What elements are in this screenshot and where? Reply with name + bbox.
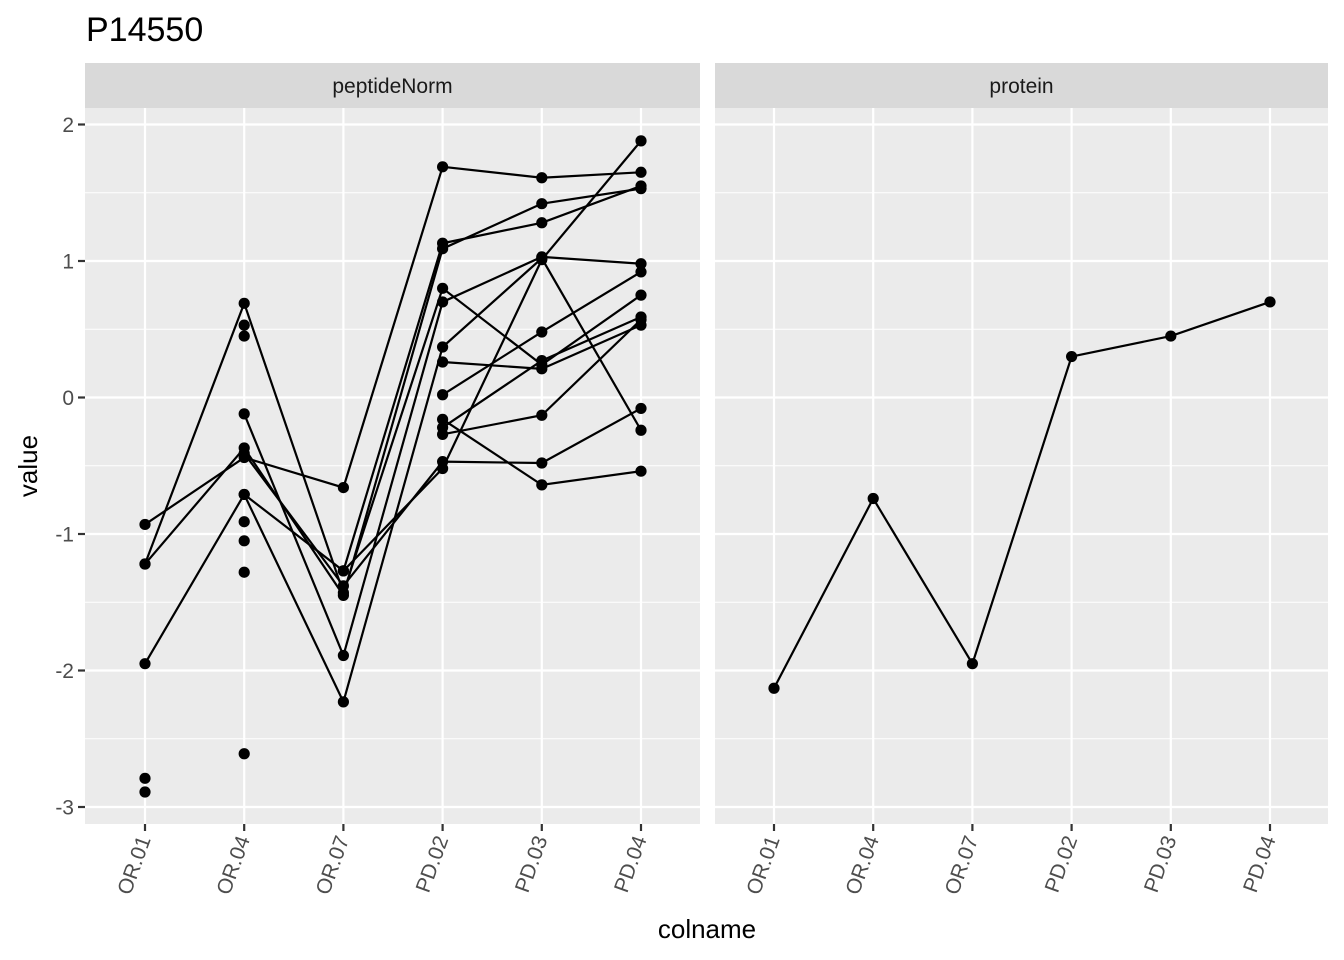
data-point bbox=[635, 166, 647, 178]
y-tick-label: 2 bbox=[62, 114, 74, 137]
panel-peptidenorm: peptideNorm OR.01 OR.04 OR.07 PD.02 PD.03 PD.… bbox=[85, 63, 700, 898]
y-tick-label: -1 bbox=[55, 524, 74, 547]
x-tick-label: PD.04 bbox=[1239, 833, 1281, 896]
x-tick-label: OR.07 bbox=[941, 833, 983, 898]
data-point bbox=[437, 462, 449, 475]
data-point bbox=[635, 289, 647, 301]
y-axis-title: value bbox=[13, 435, 43, 497]
data-point bbox=[238, 535, 250, 547]
data-point bbox=[337, 649, 349, 662]
x-tick-label: OR.04 bbox=[213, 833, 255, 898]
data-point bbox=[1066, 350, 1078, 363]
data-point bbox=[536, 198, 548, 210]
data-point bbox=[536, 479, 548, 491]
data-point bbox=[536, 363, 548, 375]
x-ticks-peptidenorm: OR.01 OR.04 OR.07 PD.02 PD.03 PD.04 bbox=[113, 824, 652, 898]
data-point bbox=[437, 296, 449, 308]
strip-label-protein: protein bbox=[989, 75, 1053, 98]
data-point bbox=[337, 580, 349, 592]
series-line bbox=[144, 184, 642, 665]
data-points-peptidenorm bbox=[139, 135, 647, 798]
data-point bbox=[238, 488, 250, 501]
data-point bbox=[139, 658, 151, 670]
data-point bbox=[437, 237, 449, 249]
y-axis: -3 -2 -1 0 1 2 bbox=[55, 114, 85, 820]
series-line bbox=[773, 300, 1271, 689]
strip-label-peptidenorm: peptideNorm bbox=[332, 75, 452, 98]
data-point bbox=[238, 319, 250, 331]
data-point bbox=[635, 424, 647, 436]
x-tick-label: PD.02 bbox=[1041, 833, 1083, 896]
data-point bbox=[437, 389, 449, 401]
y-tick-label: 1 bbox=[62, 251, 74, 274]
data-point bbox=[238, 566, 250, 578]
data-point bbox=[238, 516, 250, 528]
series-lines-protein bbox=[773, 300, 1271, 689]
data-point bbox=[238, 330, 250, 342]
x-tick-label: PD.04 bbox=[610, 833, 652, 896]
gridlines-peptidenorm bbox=[85, 108, 700, 824]
data-point bbox=[437, 282, 449, 294]
data-point bbox=[139, 558, 151, 570]
data-point bbox=[635, 465, 647, 477]
data-point bbox=[437, 161, 449, 173]
data-point bbox=[437, 421, 449, 434]
data-point bbox=[635, 258, 647, 270]
data-point bbox=[536, 217, 548, 229]
data-point bbox=[867, 492, 879, 505]
x-tick-label: OR.04 bbox=[842, 833, 884, 898]
data-point bbox=[238, 447, 250, 460]
y-tick-label: 0 bbox=[62, 387, 74, 410]
gridlines-protein bbox=[715, 108, 1328, 824]
data-point bbox=[635, 180, 647, 192]
data-point bbox=[139, 786, 151, 798]
data-point bbox=[635, 266, 647, 278]
x-tick-label: PD.02 bbox=[412, 833, 454, 896]
data-point bbox=[139, 518, 151, 531]
series-line bbox=[144, 165, 642, 526]
x-tick-label: PD.03 bbox=[1140, 833, 1182, 896]
chart-title: P14550 bbox=[86, 11, 203, 49]
x-tick-label: OR.01 bbox=[742, 833, 784, 898]
data-point bbox=[536, 355, 548, 367]
data-point bbox=[437, 413, 449, 425]
data-point bbox=[635, 311, 647, 323]
data-point bbox=[1264, 296, 1276, 308]
panel-protein: protein OR.01 OR.04 OR.07 PD.02 PD.03 PD.04 bbox=[715, 63, 1328, 898]
data-point bbox=[139, 772, 151, 784]
data-point bbox=[1165, 330, 1177, 342]
strip-bg-protein bbox=[715, 63, 1328, 108]
data-point bbox=[536, 326, 548, 338]
data-point bbox=[536, 409, 548, 421]
data-point bbox=[966, 658, 979, 670]
data-point bbox=[337, 589, 349, 602]
y-tick-label: -2 bbox=[55, 660, 74, 683]
x-axis-title: colname bbox=[658, 914, 756, 944]
data-point bbox=[337, 565, 349, 577]
data-point bbox=[536, 254, 548, 266]
data-point bbox=[337, 696, 349, 708]
data-point bbox=[238, 297, 250, 309]
data-point bbox=[437, 356, 449, 368]
series-line bbox=[144, 187, 642, 599]
data-point bbox=[536, 172, 548, 184]
data-point bbox=[635, 402, 647, 415]
data-points-protein bbox=[768, 296, 1276, 694]
data-point bbox=[768, 682, 780, 694]
x-ticks-protein: OR.01 OR.04 OR.07 PD.02 PD.03 PD.04 bbox=[742, 824, 1281, 898]
data-point bbox=[437, 341, 449, 353]
x-tick-label: OR.07 bbox=[312, 833, 354, 898]
y-tick-label: -3 bbox=[55, 797, 74, 820]
data-point bbox=[635, 135, 647, 147]
data-point bbox=[238, 748, 250, 760]
data-point bbox=[238, 408, 250, 420]
strip-bg-peptidenorm bbox=[85, 63, 700, 108]
x-tick-label: OR.01 bbox=[113, 833, 155, 898]
data-point bbox=[536, 457, 548, 469]
x-tick-label: PD.03 bbox=[511, 833, 553, 896]
data-point bbox=[337, 481, 349, 494]
